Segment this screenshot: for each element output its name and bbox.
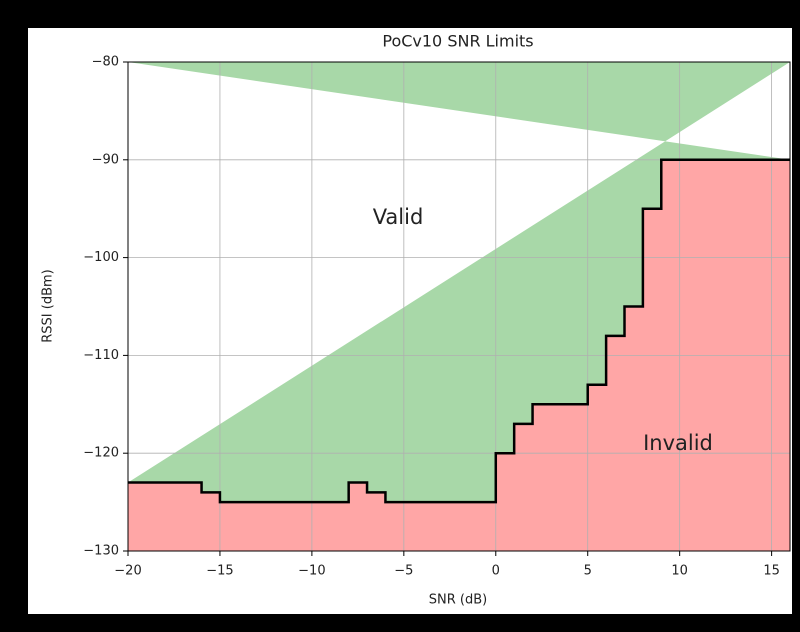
x-tick-label: 15: [763, 564, 780, 579]
x-axis-label: SNR (dB): [429, 593, 487, 608]
y-tick-label: −100: [83, 250, 119, 265]
y-tick-label: −130: [83, 544, 119, 559]
annotation: Invalid: [643, 431, 713, 455]
annotation: Valid: [373, 205, 424, 229]
y-tick-label: −120: [83, 446, 119, 461]
x-tick-label: −10: [298, 564, 325, 579]
y-tick-label: −90: [92, 152, 119, 167]
y-tick-label: −80: [92, 55, 119, 70]
y-axis-label: RSSI (dBm): [41, 269, 56, 342]
x-tick-label: −20: [114, 564, 141, 579]
valid-region: [128, 62, 790, 503]
plot-frame: [127, 61, 791, 552]
chart-title: PoCv10 SNR Limits: [382, 32, 533, 51]
x-tick-label: 0: [492, 564, 500, 579]
x-tick-label: 5: [584, 564, 592, 579]
x-tick-label: −5: [394, 564, 413, 579]
y-tick-label: −110: [83, 348, 119, 363]
x-tick-label: −15: [206, 564, 233, 579]
step-line: [128, 158, 790, 504]
x-tick-label: 10: [671, 564, 688, 579]
